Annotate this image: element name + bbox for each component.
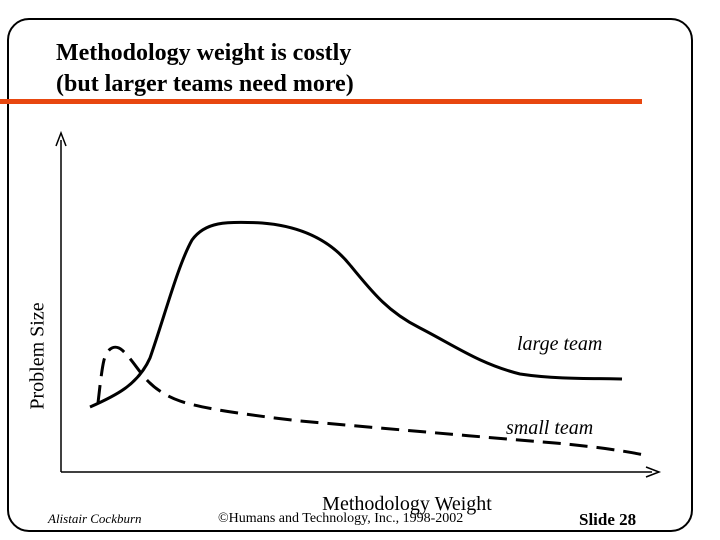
series-small-team-line bbox=[96, 345, 645, 457]
x-axis-arrow bbox=[645, 466, 662, 478]
slide-title: Methodology weight is costly (but larger… bbox=[56, 38, 354, 100]
title-line-1: Methodology weight is costly bbox=[56, 40, 352, 66]
title-underline-rule bbox=[0, 99, 642, 104]
y-axis-arrow bbox=[55, 130, 67, 147]
series-label-large-team: large team bbox=[517, 333, 603, 355]
y-axis-label: Problem Size bbox=[26, 302, 49, 410]
footer-copyright: ©Humans and Technology, Inc., 1998-2002 bbox=[218, 511, 464, 526]
footer-author: Alistair Cockburn bbox=[48, 511, 142, 526]
series-large-team-line bbox=[89, 220, 623, 409]
title-line-2: (but larger teams need more) bbox=[56, 71, 354, 97]
footer-slide-number: Slide 28 bbox=[579, 510, 637, 529]
slide-frame bbox=[7, 18, 693, 532]
x-axis-label: Methodology Weight bbox=[322, 493, 492, 515]
series-label-small-team: small team bbox=[506, 417, 594, 439]
